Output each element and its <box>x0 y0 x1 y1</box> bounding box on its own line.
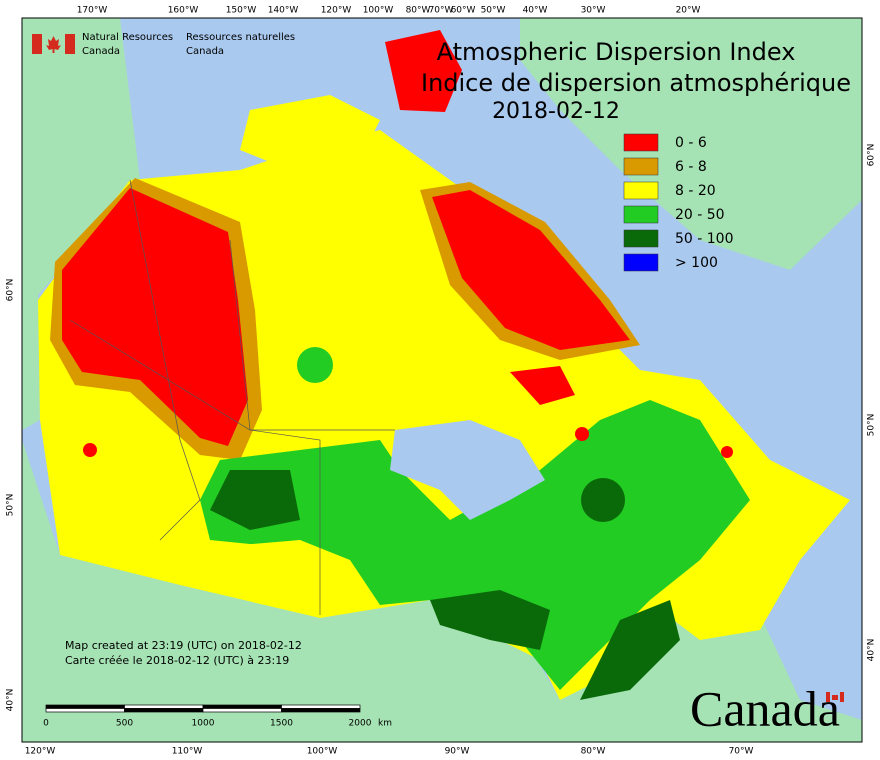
graticule-label: 40°N <box>6 689 16 712</box>
legend-label: > 100 <box>675 255 718 271</box>
border <box>229 239 321 615</box>
zone <box>210 470 300 530</box>
zone <box>200 400 750 690</box>
scale-segment <box>45 704 125 709</box>
alaska <box>22 18 140 430</box>
graticule-label: 70°W <box>729 747 754 757</box>
scale-segment <box>124 704 204 709</box>
agency-text: Canada <box>82 46 120 57</box>
scale-segment <box>45 708 125 713</box>
wordmark: Canada <box>690 680 844 736</box>
scale-segment <box>124 708 204 713</box>
date: 2018-02-12 <box>492 99 620 124</box>
zone <box>240 540 340 610</box>
graticule-label: 150°W <box>226 6 257 16</box>
legend-swatch <box>623 157 659 176</box>
scale-label: 500 <box>116 719 133 729</box>
flag-bar <box>840 692 844 702</box>
scale-unit: km <box>378 719 392 729</box>
legend-swatch <box>623 133 659 152</box>
graticule-label: 60°N <box>867 144 877 167</box>
legend-label: 20 - 50 <box>675 207 725 223</box>
graticule-labels: 170°W 160°W 150°W 140°W 120°W 100°W 80°W70°W60… <box>6 6 877 757</box>
scale-label: 1500 <box>270 719 293 729</box>
scale-bar: 0 500 1000 1500 2000 km <box>43 704 392 729</box>
zone <box>432 190 630 350</box>
legend: 0 - 6 6 - 8 8 - 20 20 - 50 50 - 100 > 100 <box>623 133 734 272</box>
agency-text: Canada <box>186 46 224 57</box>
zone <box>581 478 625 522</box>
graticule-label: 50°N <box>6 494 16 517</box>
scale-segment <box>281 704 361 709</box>
graticule-label: 140°W <box>268 6 299 16</box>
graticule-label: 60°N <box>6 279 16 302</box>
graticule-label: 100°W <box>363 6 394 16</box>
legend-swatch <box>623 253 659 272</box>
flag-bar <box>826 692 830 702</box>
scale-segment <box>281 708 361 713</box>
logo: Natural Resources Canada Ressources natu… <box>32 32 295 57</box>
scale-segment <box>202 708 282 713</box>
scale-segment <box>202 704 282 709</box>
flag-bar <box>65 34 75 54</box>
zone <box>83 443 97 457</box>
graticule-label: 60°W <box>451 6 476 16</box>
title: Indice de dispersion atmosphérique <box>421 69 851 97</box>
graticule-label: 160°W <box>168 6 199 16</box>
zone <box>385 30 462 112</box>
maple-leaf <box>46 36 61 53</box>
graticule-label: 40°N <box>867 639 877 662</box>
legend-label: 8 - 20 <box>675 183 716 199</box>
scale-label: 2000 <box>349 719 372 729</box>
agency-text: Natural Resources <box>82 32 173 43</box>
graticule-label: 80°W <box>581 747 606 757</box>
graticule-label: 50°N <box>867 414 877 437</box>
footer-text: Map created at 23:19 (UTC) on 2018-02-12 <box>65 639 302 652</box>
graticule-label: 70°W <box>429 6 454 16</box>
legend-swatch <box>623 229 659 248</box>
frame <box>21 17 863 743</box>
zone <box>430 590 550 650</box>
maple-leaf <box>832 695 838 700</box>
legend-label: 0 - 6 <box>675 135 707 151</box>
zone <box>240 95 380 170</box>
graticule-label: 120°W <box>25 747 56 757</box>
zone <box>62 188 248 446</box>
zone <box>575 427 589 441</box>
legend-swatch <box>623 205 659 224</box>
graticule-label: 170°W <box>77 6 108 16</box>
zone <box>721 446 733 458</box>
graticule-label: 110°W <box>172 747 203 757</box>
footer-text: Carte créée le 2018-02-12 (UTC) à 23:19 <box>65 654 289 667</box>
border <box>69 319 395 431</box>
hudson-bay <box>390 420 545 520</box>
zone <box>510 366 575 405</box>
canada <box>38 30 850 700</box>
agency-text: Ressources naturelles <box>186 32 295 43</box>
scale-label: 1000 <box>192 719 215 729</box>
graticule-label: 90°W <box>445 747 470 757</box>
graticule-label: 40°W <box>523 6 548 16</box>
graticule-label: 20°W <box>676 6 701 16</box>
legend-label: 50 - 100 <box>675 231 734 247</box>
title: Atmospheric Dispersion Index <box>437 38 796 66</box>
graticule-label: 120°W <box>321 6 352 16</box>
wordmark-text: Canada <box>690 680 840 736</box>
zone <box>297 347 333 383</box>
scale-label: 0 <box>43 719 49 729</box>
graticule-label: 100°W <box>307 747 338 757</box>
legend-swatch <box>623 181 659 200</box>
zone <box>580 600 680 700</box>
graticule-label: 80°W <box>406 6 431 16</box>
map-body <box>21 17 863 743</box>
greenland <box>520 18 862 270</box>
graticule-label: 50°W <box>481 6 506 16</box>
graticule-label: 30°W <box>581 6 606 16</box>
flag-bar <box>32 34 42 54</box>
legend-label: 6 - 8 <box>675 159 707 175</box>
border <box>129 179 201 541</box>
